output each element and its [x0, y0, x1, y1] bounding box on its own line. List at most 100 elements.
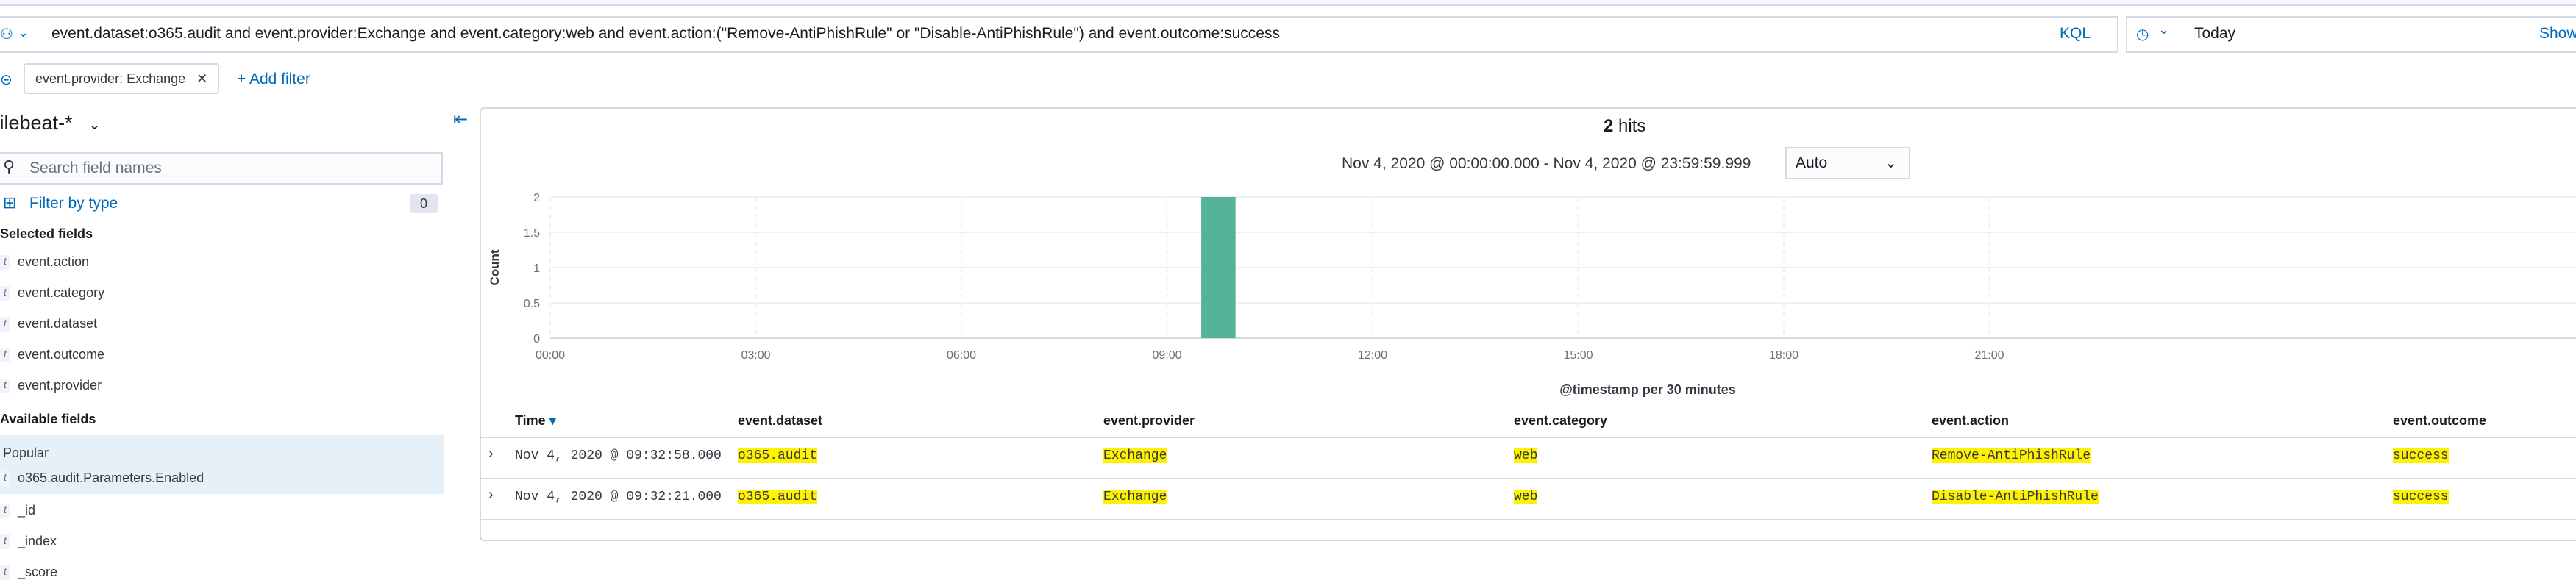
- field-item[interactable]: t _id: [0, 503, 35, 519]
- table-cell: web: [1514, 490, 1538, 504]
- field-name: event.action: [18, 254, 90, 269]
- field-name: event.dataset: [18, 316, 98, 331]
- field-name: event.category: [18, 285, 105, 300]
- show-dates-button[interactable]: Show: [2539, 25, 2576, 42]
- field-item[interactable]: t event.dataset: [0, 316, 97, 332]
- column-header[interactable]: Time ▾: [515, 413, 556, 429]
- field-item[interactable]: t event.category: [0, 285, 104, 301]
- field-item[interactable]: t o365.audit.Parameters.Enabled: [0, 470, 204, 487]
- query-input[interactable]: event.dataset:o365.audit and event.provi…: [51, 25, 1280, 42]
- x-tick-label: 12:00: [1358, 349, 1387, 362]
- chevron-down-icon[interactable]: ⌄: [18, 25, 29, 40]
- string-type-icon: t: [0, 504, 10, 519]
- string-type-icon: t: [0, 534, 10, 550]
- string-type-icon: t: [0, 317, 10, 332]
- field-search-input[interactable]: [0, 152, 443, 185]
- field-name: _index: [18, 534, 57, 548]
- query-bar[interactable]: [0, 16, 2118, 53]
- column-header[interactable]: event.category: [1514, 413, 1607, 429]
- table-cell: Exchange: [1103, 448, 1167, 463]
- cell-timestamp: Nov 4, 2020 @ 09:32:21.000: [515, 490, 722, 504]
- field-item[interactable]: t _index: [0, 534, 57, 550]
- expand-row-icon[interactable]: ›: [488, 445, 494, 462]
- cell-value: Disable-AntiPhishRule: [1932, 490, 2099, 504]
- field-item[interactable]: t event.action: [0, 254, 90, 271]
- string-type-icon: t: [0, 286, 10, 301]
- table-cell: Nov 4, 2020 @ 09:32:21.000: [515, 490, 722, 504]
- hits-counter: 2 hits: [1604, 116, 1645, 137]
- chevron-down-icon[interactable]: ⌄: [2158, 22, 2170, 37]
- selected-fields-title: Selected fields: [0, 226, 93, 241]
- filter-icon[interactable]: ⊞: [3, 193, 17, 212]
- string-type-icon: t: [0, 471, 10, 487]
- field-name: _score: [18, 565, 58, 579]
- column-header[interactable]: event.provider: [1103, 413, 1195, 429]
- string-type-icon: t: [0, 255, 10, 271]
- index-pattern-label: filebeat-*: [0, 112, 73, 134]
- y-tick-label: 1: [533, 262, 540, 275]
- filter-pill[interactable]: event.provider: Exchange ✕: [24, 63, 220, 94]
- time-range-text: Nov 4, 2020 @ 00:00:00.000 - Nov 4, 2020…: [1342, 155, 1751, 172]
- field-item[interactable]: t _score: [0, 565, 57, 580]
- table-cell: success: [2393, 448, 2449, 463]
- column-header-label: event.dataset: [738, 413, 823, 428]
- column-header-label: event.outcome: [2393, 413, 2487, 428]
- add-filter-button[interactable]: + Add filter: [237, 71, 310, 87]
- y-tick-label: 1.5: [524, 227, 540, 240]
- column-header-label: Time: [515, 413, 546, 428]
- filter-by-type-button[interactable]: Filter by type: [29, 195, 118, 212]
- x-tick-label: 00:00: [536, 349, 565, 362]
- column-header[interactable]: event.action: [1932, 413, 2009, 429]
- table-cell: Disable-AntiPhishRule: [1932, 490, 2099, 504]
- x-tick-label: 15:00: [1563, 349, 1593, 362]
- date-value[interactable]: Today: [2194, 25, 2236, 42]
- table-cell: Remove-AntiPhishRule: [1932, 448, 2091, 463]
- saved-query-icon[interactable]: ⚇: [0, 26, 13, 43]
- cell-value: success: [2393, 490, 2449, 504]
- x-tick-label: 21:00: [1974, 349, 2004, 362]
- y-tick-label: 0.5: [524, 298, 540, 310]
- hits-count: 2: [1604, 116, 1614, 136]
- hits-label: hits: [1618, 116, 1646, 136]
- date-picker[interactable]: [2126, 16, 2576, 53]
- index-pattern-selector[interactable]: filebeat-* ⌄: [0, 112, 101, 135]
- sort-desc-icon[interactable]: ▾: [545, 413, 556, 428]
- string-type-icon: t: [0, 379, 10, 394]
- row-divider: [480, 478, 2576, 479]
- histogram-bar[interactable]: [1201, 197, 1236, 338]
- query-language-button[interactable]: KQL: [2060, 25, 2091, 42]
- filter-count-badge: 0: [410, 194, 438, 213]
- row-divider: [480, 519, 2576, 520]
- cell-timestamp: Nov 4, 2020 @ 09:32:58.000: [515, 448, 722, 463]
- collapse-sidebar-icon[interactable]: ⇤: [453, 110, 469, 129]
- table-cell: o365.audit: [738, 490, 818, 504]
- calendar-clock-icon[interactable]: ◷: [2136, 26, 2149, 43]
- y-tick-label: 0: [533, 333, 540, 346]
- x-tick-label: 09:00: [1152, 349, 1181, 362]
- table-cell: Nov 4, 2020 @ 09:32:58.000: [515, 448, 722, 463]
- column-header-label: event.action: [1932, 413, 2010, 428]
- table-cell: Exchange: [1103, 490, 1167, 504]
- field-name: o365.audit.Parameters.Enabled: [18, 470, 204, 485]
- table-cell: success: [2393, 490, 2449, 504]
- x-tick-label: 18:00: [1769, 349, 1798, 362]
- cell-value: o365.audit: [738, 448, 818, 463]
- column-header[interactable]: event.outcome: [2393, 413, 2486, 429]
- x-tick-label: 03:00: [741, 349, 770, 362]
- popular-fields-block: [0, 435, 444, 494]
- interval-select[interactable]: Auto ⌄: [1785, 147, 1910, 179]
- cell-value: Exchange: [1103, 490, 1167, 504]
- column-header[interactable]: event.dataset: [738, 413, 822, 429]
- y-axis-label: Count: [488, 249, 502, 285]
- top-strip: [0, 0, 2576, 6]
- field-item[interactable]: t event.provider: [0, 378, 102, 394]
- field-item[interactable]: t event.outcome: [0, 347, 104, 363]
- header-divider: [480, 437, 2576, 438]
- filter-options-icon[interactable]: ⊝: [0, 72, 13, 88]
- histogram-chart[interactable]: 0 0.5 1 1.5 2 00:00 03:00 06:00 09:00 12:00 15:00 1…: [485, 190, 2576, 403]
- cell-value: Remove-AntiPhishRule: [1932, 448, 2091, 463]
- field-name: event.provider: [18, 378, 102, 393]
- table-cell: o365.audit: [738, 448, 818, 463]
- expand-row-icon[interactable]: ›: [488, 487, 494, 503]
- close-icon[interactable]: ✕: [196, 71, 208, 86]
